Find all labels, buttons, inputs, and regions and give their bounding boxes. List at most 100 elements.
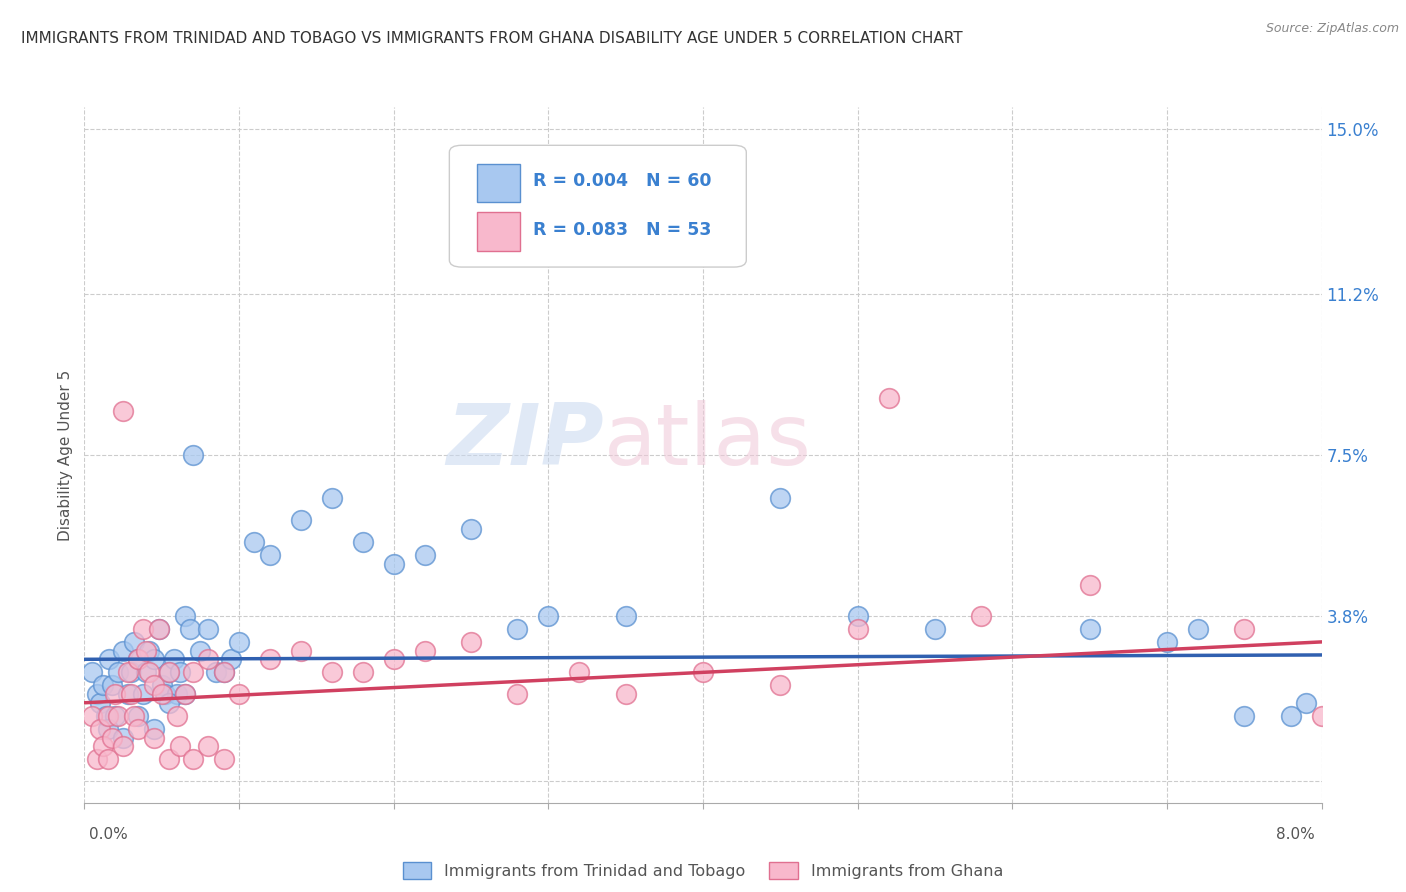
Point: [692, 665, 714, 680]
Point: [98, 652, 121, 666]
Point: [132, 622, 155, 636]
Point: [150, 678, 173, 692]
Point: [117, 665, 139, 680]
Point: [413, 548, 436, 562]
Point: [205, 665, 228, 680]
Point: [212, 752, 235, 766]
Point: [212, 665, 235, 680]
FancyBboxPatch shape: [477, 212, 520, 251]
Point: [82, 708, 104, 723]
Point: [243, 534, 266, 549]
Point: [138, 665, 160, 680]
Text: 8.0%: 8.0%: [1275, 827, 1315, 841]
Text: Source: ZipAtlas.com: Source: ZipAtlas.com: [1265, 22, 1399, 36]
Point: [169, 739, 191, 754]
Point: [181, 752, 204, 766]
Point: [846, 608, 869, 623]
Point: [290, 513, 312, 527]
Point: [769, 678, 792, 692]
Point: [138, 643, 160, 657]
Point: [89, 696, 111, 710]
Point: [169, 665, 191, 680]
Point: [107, 708, 129, 723]
Point: [506, 687, 529, 701]
Point: [221, 652, 243, 666]
Point: [259, 652, 281, 666]
Point: [1078, 578, 1101, 592]
Point: [228, 635, 250, 649]
Point: [112, 643, 135, 657]
Text: IMMIGRANTS FROM TRINIDAD AND TOBAGO VS IMMIGRANTS FROM GHANA DISABILITY AGE UNDE: IMMIGRANTS FROM TRINIDAD AND TOBAGO VS I…: [21, 31, 963, 46]
Point: [148, 622, 170, 636]
Point: [104, 687, 127, 701]
Point: [122, 708, 145, 723]
Point: [128, 722, 150, 736]
Point: [352, 665, 374, 680]
Point: [460, 522, 482, 536]
Point: [1310, 708, 1333, 723]
Point: [877, 392, 900, 406]
Point: [321, 491, 343, 506]
Point: [846, 622, 869, 636]
Point: [1295, 696, 1317, 710]
Text: ZIP: ZIP: [446, 400, 605, 483]
Text: 0.0%: 0.0%: [89, 827, 128, 841]
Point: [188, 643, 212, 657]
Point: [1279, 708, 1302, 723]
Text: atlas: atlas: [605, 400, 813, 483]
Text: R = 0.004   N = 60: R = 0.004 N = 60: [533, 172, 711, 190]
Point: [148, 622, 170, 636]
Point: [89, 722, 111, 736]
Point: [382, 557, 405, 571]
Point: [1233, 708, 1256, 723]
Point: [228, 687, 250, 701]
Point: [101, 678, 124, 692]
Point: [96, 708, 120, 723]
Point: [112, 404, 135, 418]
Text: R = 0.083   N = 53: R = 0.083 N = 53: [533, 220, 711, 239]
Point: [150, 687, 173, 701]
Point: [259, 548, 281, 562]
Point: [174, 687, 197, 701]
Point: [159, 752, 181, 766]
Point: [413, 643, 436, 657]
Point: [101, 731, 124, 745]
Point: [159, 665, 181, 680]
Point: [321, 665, 343, 680]
Point: [135, 643, 157, 657]
Point: [120, 665, 142, 680]
Point: [86, 752, 108, 766]
FancyBboxPatch shape: [477, 164, 520, 202]
Point: [197, 652, 219, 666]
Point: [128, 652, 150, 666]
Point: [82, 665, 104, 680]
Point: [128, 708, 150, 723]
Point: [166, 708, 188, 723]
Point: [112, 739, 135, 754]
Point: [91, 739, 114, 754]
Point: [122, 635, 145, 649]
Point: [1078, 622, 1101, 636]
Point: [506, 622, 529, 636]
Point: [537, 608, 560, 623]
Point: [181, 448, 204, 462]
Point: [1233, 622, 1256, 636]
Point: [153, 687, 176, 701]
Point: [614, 687, 637, 701]
Point: [769, 491, 792, 506]
Point: [107, 665, 129, 680]
Point: [112, 731, 135, 745]
Point: [924, 622, 946, 636]
Point: [86, 687, 108, 701]
Point: [197, 739, 219, 754]
Point: [96, 722, 120, 736]
Point: [128, 652, 150, 666]
Point: [614, 608, 637, 623]
Point: [352, 534, 374, 549]
Point: [382, 652, 405, 666]
Point: [143, 678, 166, 692]
Point: [1187, 622, 1209, 636]
Point: [174, 608, 197, 623]
Point: [159, 696, 181, 710]
Point: [970, 608, 993, 623]
